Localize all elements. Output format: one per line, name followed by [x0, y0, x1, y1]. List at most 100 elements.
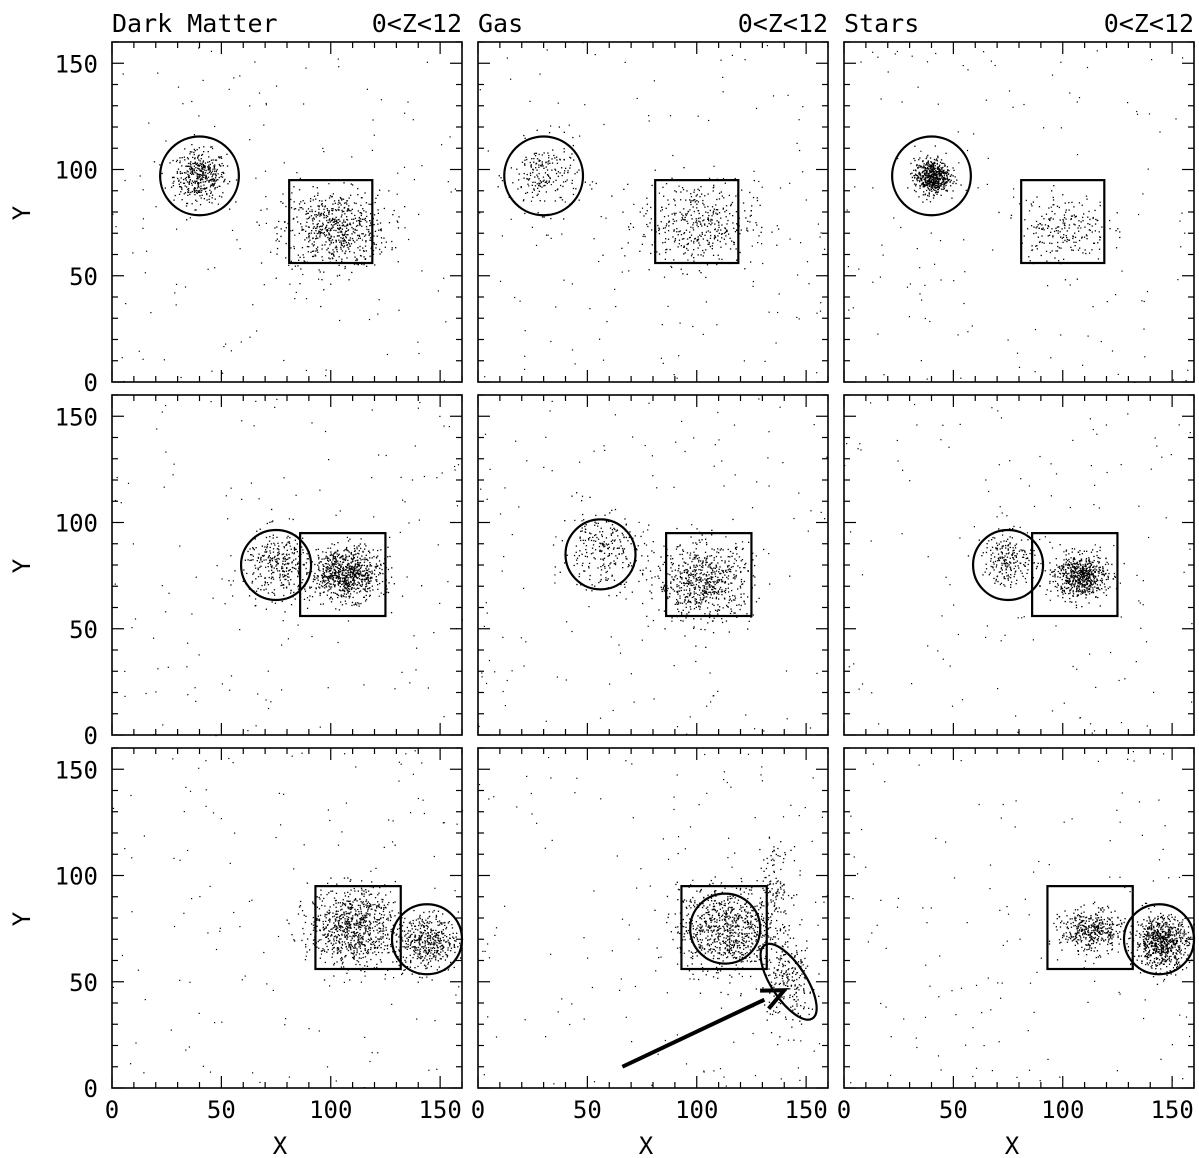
- data-point: [596, 536, 598, 539]
- data-point: [693, 191, 695, 193]
- data-point: [534, 176, 536, 178]
- data-point: [191, 169, 193, 171]
- data-point: [375, 567, 377, 569]
- data-point: [344, 588, 346, 590]
- data-point: [304, 202, 306, 204]
- data-point: [330, 240, 332, 242]
- data-point: [339, 568, 341, 570]
- data-point: [915, 173, 917, 175]
- data-point: [201, 194, 203, 196]
- data-point: [343, 559, 345, 561]
- data-point: [932, 183, 934, 186]
- data-point: [940, 182, 942, 185]
- data-point: [293, 546, 296, 549]
- data-point: [701, 225, 703, 227]
- data-point: [172, 159, 174, 162]
- data-point: [365, 567, 367, 570]
- data-point: [687, 222, 689, 225]
- data-point: [161, 411, 163, 413]
- data-point: [330, 588, 332, 590]
- data-point: [576, 557, 579, 559]
- data-point: [132, 252, 134, 254]
- data-point: [735, 248, 737, 250]
- data-point: [524, 212, 526, 215]
- data-point: [776, 244, 778, 246]
- data-point: [668, 220, 670, 222]
- data-point: [368, 231, 370, 233]
- data-point: [337, 583, 339, 585]
- data-point: [344, 240, 346, 242]
- data-point: [1038, 241, 1041, 244]
- data-point: [622, 534, 624, 536]
- data-point: [544, 181, 546, 183]
- data-point: [190, 171, 192, 173]
- data-point: [1082, 252, 1084, 254]
- data-point: [332, 556, 334, 558]
- data-point: [342, 561, 344, 563]
- data-point: [593, 238, 595, 240]
- data-point: [380, 592, 382, 594]
- data-point: [377, 209, 379, 211]
- data-point: [155, 691, 157, 693]
- data-point: [554, 190, 557, 192]
- data-point: [731, 54, 733, 56]
- data-point: [186, 181, 189, 183]
- data-point: [306, 221, 308, 223]
- data-point: [193, 153, 195, 156]
- data-point: [271, 601, 273, 603]
- data-point: [408, 522, 410, 524]
- data-point: [672, 236, 674, 238]
- data-point: [529, 100, 531, 102]
- data-point: [340, 566, 342, 568]
- data-point: [1068, 202, 1070, 204]
- scatter-points-r1c1: [112, 47, 463, 383]
- data-point: [726, 605, 729, 608]
- data-point: [291, 192, 293, 194]
- data-point: [348, 568, 350, 570]
- data-point: [965, 189, 967, 191]
- redshift-label-dark-matter: 0<Z<12: [372, 9, 462, 38]
- data-point: [342, 240, 344, 242]
- data-point: [200, 164, 202, 166]
- data-point: [1036, 226, 1038, 228]
- data-point: [668, 221, 670, 223]
- data-point: [276, 536, 278, 538]
- data-point: [283, 571, 285, 573]
- data-point: [1147, 168, 1149, 170]
- data-point: [358, 217, 360, 219]
- data-point: [297, 624, 299, 626]
- data-point: [211, 178, 214, 181]
- data-point: [328, 232, 330, 234]
- data-point: [349, 568, 351, 570]
- data-point: [900, 226, 902, 229]
- data-point: [1064, 239, 1066, 242]
- data-point: [275, 240, 277, 242]
- data-point: [612, 539, 614, 541]
- data-point: [341, 233, 343, 235]
- data-point: [323, 580, 325, 582]
- data-point: [672, 588, 674, 591]
- data-point: [666, 223, 668, 225]
- data-point: [626, 558, 628, 560]
- data-point: [312, 220, 314, 222]
- data-point: [186, 170, 188, 172]
- data-point: [1065, 218, 1067, 220]
- data-point: [213, 179, 215, 181]
- data-point: [595, 182, 597, 185]
- data-point: [268, 540, 271, 542]
- data-point: [931, 183, 933, 185]
- data-point: [257, 557, 260, 559]
- data-point: [215, 171, 217, 173]
- data-point: [367, 581, 369, 583]
- data-point: [329, 234, 331, 236]
- data-point: [326, 249, 328, 251]
- data-point: [345, 250, 347, 252]
- data-point: [623, 583, 626, 585]
- data-point: [614, 288, 616, 290]
- data-point: [249, 139, 251, 141]
- data-point: [296, 563, 299, 565]
- data-point: [343, 568, 345, 570]
- data-point: [337, 584, 340, 586]
- data-point: [398, 309, 400, 311]
- data-point: [268, 570, 270, 572]
